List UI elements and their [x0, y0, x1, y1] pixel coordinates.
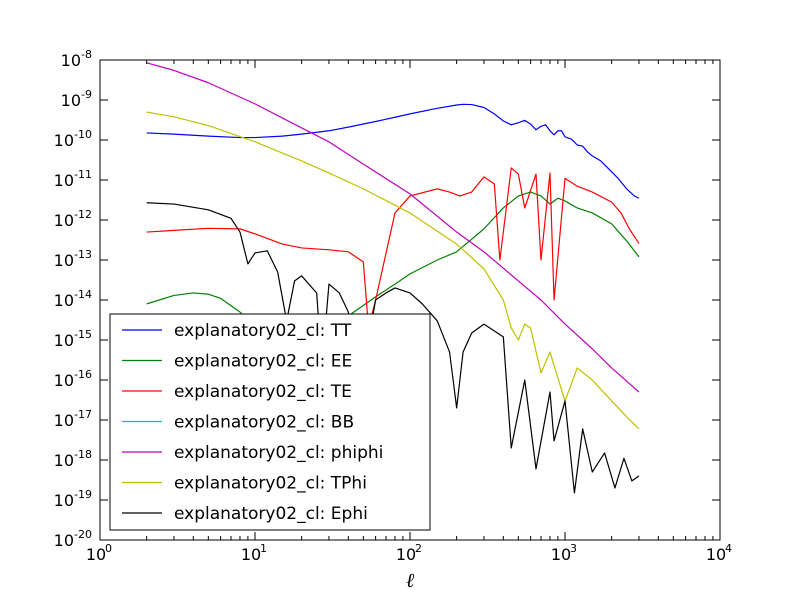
series-line-6: [146, 202, 640, 494]
legend-label: explanatory02_cl: phiphi: [174, 443, 383, 463]
legend-label: explanatory02_cl: BB: [174, 413, 354, 433]
x-axis-label: ℓ: [406, 568, 415, 592]
x-tick-label: 10: [86, 545, 106, 564]
axes-layer: 100 101 102 103 10410-810-910-1010-1110-1210…: [54, 48, 732, 564]
legend-box: [109, 313, 431, 531]
y-tick-label: 10-15: [54, 328, 92, 350]
series-line-4: [146, 62, 640, 393]
x-tick-label: 10: [241, 545, 261, 564]
y-tick-label: 10-10: [54, 128, 92, 150]
x-tick-exponent: 1: [260, 542, 267, 555]
y-tick-label: 10-8: [61, 48, 92, 70]
series-layer: [146, 62, 640, 494]
y-tick-label: 10-16: [54, 368, 92, 390]
x-tick-label: 10: [396, 545, 416, 564]
y-tick-label: 10-18: [54, 448, 92, 470]
y-tick-label: 10-17: [54, 408, 92, 430]
x-tick-exponent: 2: [415, 542, 422, 555]
series-line-2: [146, 167, 640, 329]
y-tick-label: 10-19: [54, 488, 92, 510]
y-tick-label: 10-14: [54, 288, 92, 310]
x-tick-exponent: 0: [105, 542, 112, 555]
y-tick-label: 10-12: [54, 208, 92, 230]
x-tick-label: 10: [551, 545, 571, 564]
y-tick-label: 10-20: [54, 528, 92, 550]
series-line-0: [146, 103, 640, 199]
legend-label: explanatory02_cl: TT: [174, 321, 352, 341]
series-line-5: [146, 111, 640, 430]
y-tick-label: 10-11: [54, 168, 92, 190]
legend-label: explanatory02_cl: Ephi: [174, 504, 368, 524]
legend-label: explanatory02_cl: TPhi: [174, 474, 367, 494]
y-tick-label: 10-13: [54, 248, 92, 270]
series-line-1: [146, 191, 640, 362]
x-tick-label: 10: [706, 545, 726, 564]
y-tick-label: 10-9: [61, 88, 92, 110]
legend: explanatory02_cl: TT explanatory02_cl: EE…: [109, 313, 431, 531]
legend-label: explanatory02_cl: TE: [174, 382, 352, 402]
legend-label: explanatory02_cl: EE: [174, 352, 352, 372]
x-tick-exponent: 3: [570, 542, 577, 555]
x-tick-exponent: 4: [725, 542, 732, 555]
